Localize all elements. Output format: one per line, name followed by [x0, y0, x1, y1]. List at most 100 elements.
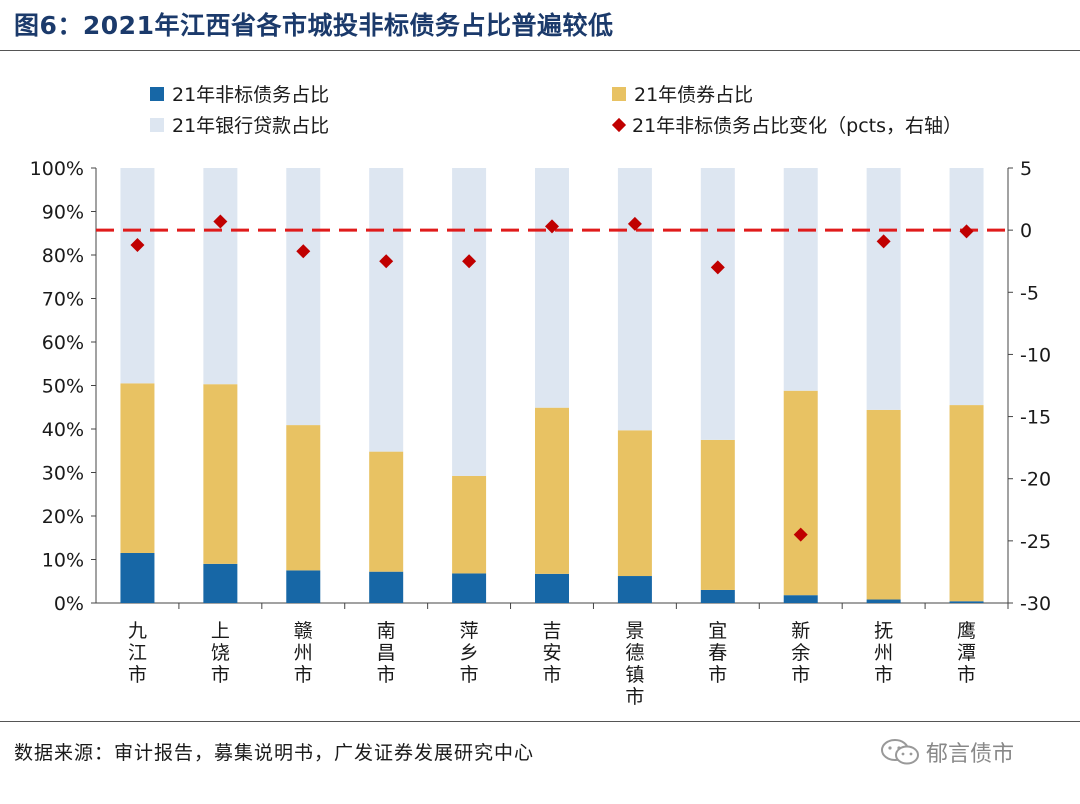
bar-nonstd — [120, 552, 155, 603]
category-label-char: 昌 — [377, 642, 396, 664]
bar-nonstd — [783, 595, 818, 603]
bar-bank — [286, 168, 321, 426]
legend-nonstd-swatch — [150, 86, 164, 101]
change-point — [379, 254, 394, 269]
right-tick-label: -15 — [1020, 407, 1051, 429]
change-point — [876, 234, 891, 249]
bar-bond — [369, 451, 404, 572]
right-tick-label: 5 — [1020, 158, 1032, 180]
legend-bond: 21年债券占比 — [612, 80, 753, 107]
bar-nonstd — [203, 563, 238, 603]
category-label-char: 抚 — [874, 620, 893, 642]
bar-bond — [866, 409, 901, 600]
category-label-char: 市 — [377, 664, 396, 686]
category-label-char: 江 — [128, 642, 147, 664]
legend-bond-label: 21年债券占比 — [634, 84, 754, 106]
category-label-char: 市 — [460, 664, 479, 686]
legend-change: 21年非标债务占比变化（pcts，右轴） — [611, 111, 963, 138]
change-point — [959, 224, 974, 239]
category-label-char: 州 — [874, 642, 893, 664]
category-label-char: 市 — [211, 664, 230, 686]
right-tick-label: -25 — [1020, 531, 1051, 553]
category-label-char: 潭 — [957, 642, 976, 664]
bar-bond — [535, 407, 569, 574]
left-tick-label: 30% — [42, 463, 84, 485]
left-tick-label: 60% — [42, 332, 84, 354]
bar-bond — [203, 384, 238, 564]
bar-bond — [700, 439, 735, 590]
category-label-char: 南 — [377, 620, 396, 642]
change-point — [627, 216, 642, 231]
category-label-char: 赣 — [294, 620, 313, 642]
source-note: 数据来源：审计报告，募集说明书，广发证券发展研究中心 — [14, 742, 535, 764]
left-tick-label: 40% — [42, 419, 84, 441]
bar-bond — [452, 475, 487, 574]
left-tick-label: 10% — [42, 550, 84, 572]
left-tick-label: 80% — [42, 245, 84, 267]
footer-divider — [0, 721, 1080, 722]
bar-bank — [535, 168, 569, 408]
bar-nonstd — [535, 573, 569, 603]
change-point — [296, 244, 311, 259]
bar-bond — [617, 430, 652, 577]
bar-bank — [369, 168, 404, 452]
bar-nonstd — [617, 576, 652, 603]
category-label-char: 乡 — [460, 642, 479, 664]
category-label-char: 市 — [128, 664, 147, 686]
legend-nonstd: 21年非标债务占比 — [150, 80, 329, 107]
legend-bank-swatch — [150, 117, 164, 132]
bar-bond — [286, 425, 321, 571]
category-label-char: 景 — [625, 620, 644, 642]
change-point — [710, 260, 725, 275]
category-label-char: 吉 — [542, 620, 561, 642]
change-point — [793, 527, 808, 542]
category-label-char: 市 — [542, 664, 561, 686]
category-label-char: 市 — [957, 664, 976, 686]
bar-bond — [949, 405, 984, 602]
bar-bank — [203, 168, 238, 385]
category-label-char: 镇 — [625, 664, 644, 686]
right-tick-label: -5 — [1020, 282, 1039, 304]
left-tick-label: 90% — [42, 202, 84, 224]
category-label-char: 九 — [128, 620, 147, 642]
category-label-char: 鹰 — [957, 620, 976, 642]
change-point — [545, 219, 559, 234]
category-label-char: 市 — [294, 664, 313, 686]
bar-bank — [949, 168, 984, 406]
bar-bank — [452, 168, 487, 476]
left-tick-label: 50% — [42, 376, 84, 398]
watermark-text: 郁言债市 — [926, 742, 1015, 767]
bar-nonstd — [452, 573, 487, 603]
category-label-char: 上 — [211, 620, 230, 642]
legend-nonstd-label: 21年非标债务占比 — [172, 84, 330, 106]
right-tick-label: -30 — [1020, 593, 1051, 615]
bar-bond — [783, 390, 818, 596]
category-label-char: 新 — [791, 620, 810, 642]
bar-nonstd — [700, 589, 735, 603]
category-label-char: 市 — [625, 686, 644, 708]
right-tick-label: 0 — [1020, 220, 1032, 242]
wechat-icon — [881, 739, 919, 765]
legend-bond-swatch — [612, 86, 626, 101]
category-label-char: 饶 — [211, 642, 230, 664]
category-label-char: 市 — [708, 664, 727, 686]
left-tick-label: 100% — [30, 158, 84, 180]
change-point — [462, 254, 477, 269]
title-divider — [0, 50, 1080, 51]
category-label-char: 州 — [294, 642, 313, 664]
category-label-char: 春 — [708, 642, 727, 664]
category-label-char: 德 — [625, 642, 644, 664]
bar-nonstd — [866, 599, 901, 603]
legend-change-label: 21年非标债务占比变化（pcts，右轴） — [632, 115, 963, 137]
bar-nonstd — [286, 570, 321, 603]
legend-bank-label: 21年银行贷款占比 — [172, 115, 330, 137]
category-label-char: 市 — [791, 664, 810, 686]
category-label-char: 市 — [874, 664, 893, 686]
chart-title: 图6：2021年江西省各市城投非标债务占比普遍较低 — [14, 11, 614, 40]
category-label-char: 萍 — [460, 620, 479, 642]
category-label-char: 安 — [542, 642, 561, 664]
bar-bank — [617, 168, 652, 431]
legend-bank: 21年银行贷款占比 — [150, 111, 329, 138]
category-label-char: 余 — [791, 642, 810, 664]
